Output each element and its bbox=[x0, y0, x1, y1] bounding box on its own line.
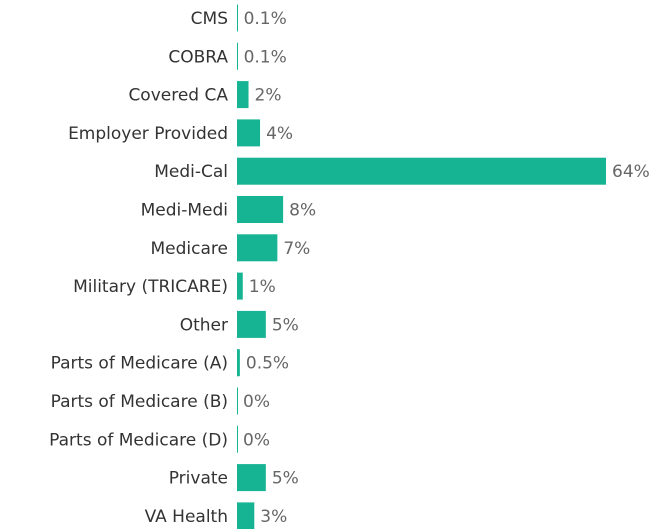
category-label: Military (TRICARE) bbox=[73, 277, 228, 297]
value-label: 8% bbox=[289, 201, 316, 221]
value-label: 2% bbox=[255, 86, 282, 106]
bar bbox=[237, 42, 238, 70]
bar bbox=[237, 157, 606, 185]
category-label: COBRA bbox=[168, 47, 228, 67]
category-label: Employer Provided bbox=[68, 124, 228, 144]
value-label: 0.1% bbox=[244, 47, 287, 67]
category-label: Parts of Medicare (B) bbox=[51, 392, 228, 412]
value-label: 0.1% bbox=[244, 9, 287, 29]
bar bbox=[237, 502, 255, 529]
category-label: Other bbox=[180, 315, 228, 335]
category-label: Medicare bbox=[151, 239, 228, 259]
category-label: CMS bbox=[191, 9, 228, 29]
bar bbox=[237, 119, 261, 147]
value-label: 4% bbox=[266, 124, 293, 144]
value-label: 5% bbox=[272, 315, 299, 335]
value-label: 1% bbox=[249, 277, 276, 297]
category-label: VA Health bbox=[145, 507, 228, 527]
bar bbox=[237, 234, 278, 262]
category-label: Parts of Medicare (A) bbox=[51, 354, 228, 374]
value-label: 0% bbox=[243, 430, 270, 450]
value-label: 7% bbox=[283, 239, 310, 259]
bar bbox=[237, 4, 238, 32]
value-label: 0% bbox=[243, 392, 270, 412]
bar bbox=[237, 349, 240, 377]
category-label: Covered CA bbox=[128, 86, 228, 106]
category-label: Parts of Medicare (D) bbox=[49, 430, 228, 450]
category-label: Private bbox=[169, 469, 228, 489]
bar bbox=[237, 272, 243, 300]
bar bbox=[237, 81, 249, 109]
value-label: 64% bbox=[612, 162, 650, 182]
value-label: 0.5% bbox=[246, 354, 289, 374]
category-label: Medi-Cal bbox=[154, 162, 228, 182]
value-label: 5% bbox=[272, 469, 299, 489]
bar bbox=[237, 196, 284, 223]
category-label: Medi-Medi bbox=[141, 201, 228, 221]
bar bbox=[237, 310, 266, 338]
value-label: 3% bbox=[260, 507, 287, 527]
bar bbox=[237, 464, 266, 492]
